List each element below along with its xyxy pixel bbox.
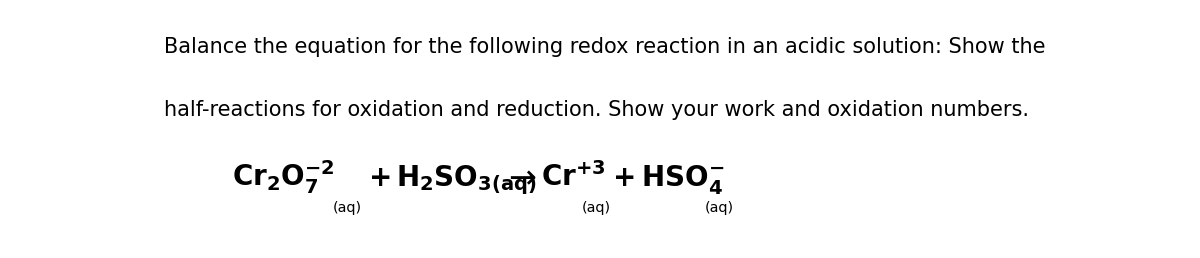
Text: (aq): (aq)	[704, 201, 733, 215]
Text: Balance the equation for the following redox reaction in an acidic solution: Sho: Balance the equation for the following r…	[164, 37, 1045, 57]
Text: (aq): (aq)	[334, 201, 362, 215]
Text: $\mathbf{+}$: $\mathbf{+}$	[367, 164, 390, 192]
Text: $\mathbf{+}$: $\mathbf{+}$	[612, 164, 635, 192]
Text: $\rightarrow$: $\rightarrow$	[502, 160, 536, 193]
Text: $\mathbf{Cr_2O_7^{-2}}$: $\mathbf{Cr_2O_7^{-2}}$	[232, 158, 335, 196]
Text: $\mathbf{H_2SO_{3(aq)}}$: $\mathbf{H_2SO_{3(aq)}}$	[396, 163, 536, 197]
Text: half-reactions for oxidation and reduction. Show your work and oxidation numbers: half-reactions for oxidation and reducti…	[164, 101, 1028, 120]
Text: $\mathbf{HSO_4^{-}}$: $\mathbf{HSO_4^{-}}$	[641, 163, 725, 196]
Text: $\mathbf{Cr^{+3}}$: $\mathbf{Cr^{+3}}$	[540, 162, 605, 192]
Text: (aq): (aq)	[582, 201, 611, 215]
